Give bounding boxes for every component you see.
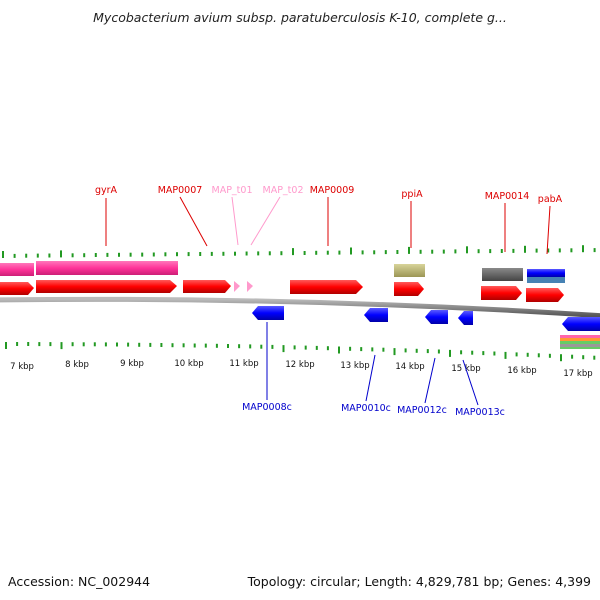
misc-feature-stripe-2	[560, 338, 600, 341]
cds-reverse-map0012c	[425, 310, 448, 324]
cds-forward-map0007	[183, 280, 231, 293]
misc-feature-stripe-5	[560, 347, 600, 349]
gene-feature-gyra	[36, 261, 178, 275]
feature-label-forward: MAP_t01	[212, 185, 253, 196]
feature-label-forward: MAP0014	[485, 191, 530, 202]
feature-label-forward: pabA	[538, 194, 563, 205]
feature-label-forward: ppiA	[401, 189, 423, 200]
feature-label-forward: MAP_t02	[263, 185, 304, 196]
feature-labels: gyrA MAP0007 MAP_t01 MAP_t02 MAP0009 ppiA MAP0…	[95, 185, 563, 418]
label-leader-line	[179, 196, 208, 247]
misc-feature-gray	[482, 268, 523, 281]
trna-map-t02	[247, 281, 253, 292]
feature-label-reverse: MAP0010c	[341, 403, 391, 414]
cds-reverse-map0013c	[458, 311, 473, 325]
feature-label-reverse: MAP0013c	[455, 407, 505, 418]
label-leader-line	[424, 357, 436, 404]
cds-forward-ppia	[394, 282, 424, 296]
genome-summary-text: Topology: circular; Length: 4,829,781 bp…	[247, 574, 591, 589]
cds-forward-paba	[526, 288, 564, 302]
feature-label-forward: MAP0007	[158, 185, 203, 196]
accession-text: Accession: NC_002944	[8, 574, 151, 589]
kbp-label: 7 kbp	[10, 362, 34, 372]
misc-feature-stripe-1	[560, 335, 600, 338]
kbp-label: 14 kbp	[395, 362, 424, 372]
misc-feature-stripe-4	[560, 344, 600, 347]
cds-forward-left	[0, 282, 34, 295]
label-leader-line	[231, 196, 239, 246]
misc-feature-steel	[527, 277, 565, 283]
kbp-label: 8 kbp	[65, 360, 89, 370]
kbp-label: 13 kbp	[340, 361, 369, 371]
cds-forward-gyra	[36, 280, 177, 293]
label-leader-line	[462, 359, 479, 406]
label-leader-line	[546, 205, 551, 255]
misc-feature-ppia	[394, 264, 425, 277]
kbp-label: 16 kbp	[507, 366, 536, 376]
kbp-label: 9 kbp	[120, 359, 144, 369]
feature-label-reverse: MAP0012c	[397, 405, 447, 416]
misc-feature-stripe-3	[560, 341, 600, 344]
cds-reverse-map0008c	[252, 306, 284, 320]
feature-label-reverse: MAP0008c	[242, 402, 292, 413]
tick-marks-top	[2, 245, 596, 258]
feature-label-forward: gyrA	[95, 185, 118, 196]
misc-feature-blue	[527, 269, 565, 277]
kbp-label: 11 kbp	[229, 359, 258, 369]
kbp-label: 12 kbp	[285, 360, 314, 370]
cds-reverse-map0010c	[364, 308, 388, 322]
cds-forward-map0009	[290, 280, 363, 294]
cds-forward-map0014	[481, 286, 522, 300]
genome-backbone	[0, 296, 600, 319]
gene-feature-left	[0, 263, 34, 276]
kbp-label: 17 kbp	[563, 369, 592, 379]
cds-reverse-right	[562, 317, 600, 331]
feature-label-forward: MAP0009	[310, 185, 355, 196]
kbp-label: 10 kbp	[174, 359, 203, 369]
map-title: Mycobacterium avium subsp. paratuberculo…	[93, 10, 507, 25]
kbp-labels: 7 kbp 8 kbp 9 kbp 10 kbp 11 kbp 12 kbp 13 kbp 1…	[10, 359, 593, 379]
label-leader-line	[365, 354, 376, 402]
trna-map-t01	[234, 281, 240, 292]
tick-marks-bottom	[5, 342, 596, 362]
label-leader-line	[250, 196, 281, 246]
